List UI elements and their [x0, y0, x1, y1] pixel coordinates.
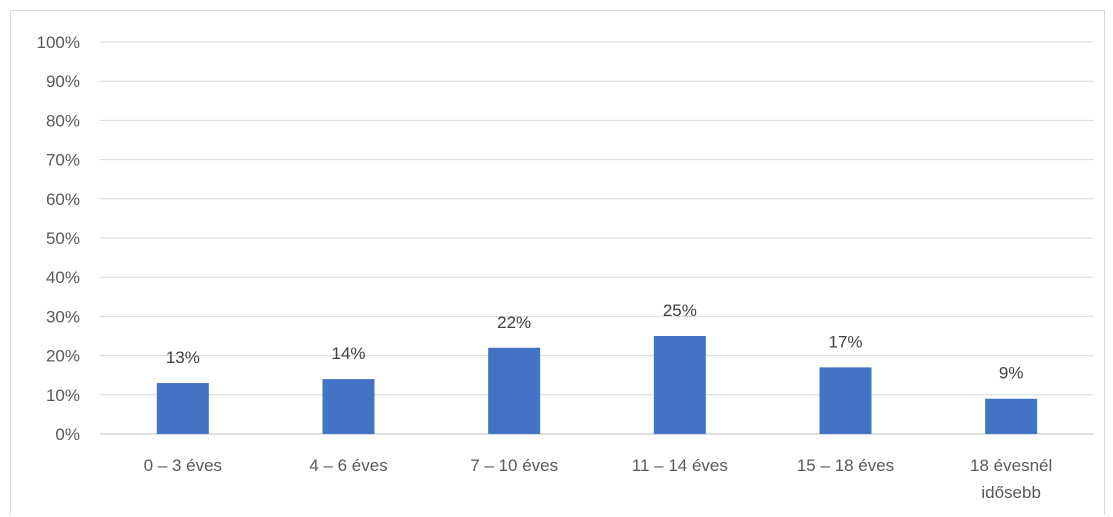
- x-category-label: 4 – 6 éves: [309, 456, 387, 475]
- data-label: 22%: [497, 313, 531, 332]
- x-category-label-line: 0 – 3 éves: [144, 456, 222, 475]
- x-category-label: 0 – 3 éves: [144, 456, 222, 475]
- data-labels: 13% 14% 22% 25% 17% 9%: [166, 301, 1024, 383]
- y-tick-label: 60%: [46, 190, 80, 209]
- bar: [819, 367, 872, 434]
- bar: [488, 347, 541, 434]
- chart-frame: [10, 10, 1105, 515]
- bars: [156, 336, 1038, 434]
- data-label: 17%: [828, 332, 862, 351]
- x-category-label: 18 évesnél idősebb: [970, 456, 1052, 502]
- gridlines: [100, 41, 1094, 435]
- bar: [322, 379, 375, 434]
- x-category-label: 7 – 10 éves: [470, 456, 558, 475]
- y-tick-label: 100%: [37, 33, 80, 52]
- y-tick-label: 40%: [46, 268, 80, 287]
- y-tick-label: 30%: [46, 307, 80, 326]
- data-label: 9%: [999, 364, 1024, 383]
- y-axis-ticks: 0% 10% 20% 30% 40% 50% 60% 70% 80% 90% 100%: [37, 33, 80, 444]
- y-tick-label: 10%: [46, 386, 80, 405]
- data-label: 13%: [166, 348, 200, 367]
- bar: [985, 398, 1038, 434]
- x-category-label-line: 15 – 18 éves: [797, 456, 894, 475]
- x-category-label-line: 4 – 6 éves: [309, 456, 387, 475]
- x-category-label-line: 11 – 14 éves: [632, 456, 728, 475]
- y-tick-label: 50%: [46, 229, 80, 248]
- x-category-label-line: 7 – 10 éves: [470, 456, 558, 475]
- bar: [653, 336, 706, 434]
- data-label: 25%: [663, 301, 697, 320]
- y-tick-label: 70%: [46, 151, 80, 170]
- y-tick-label: 0%: [55, 425, 80, 444]
- x-category-label-line: 18 évesnél: [970, 456, 1052, 475]
- data-label: 14%: [331, 344, 365, 363]
- x-axis-categories: 0 – 3 éves 4 – 6 éves 7 – 10 éves 11 – 14 é…: [144, 456, 1053, 502]
- x-category-label-line: idősebb: [981, 483, 1041, 502]
- y-tick-label: 20%: [46, 347, 80, 366]
- bar: [156, 383, 209, 434]
- x-category-label: 15 – 18 éves: [797, 456, 894, 475]
- y-tick-label: 90%: [46, 72, 80, 91]
- y-tick-label: 80%: [46, 111, 80, 130]
- x-category-label: 11 – 14 éves: [632, 456, 728, 475]
